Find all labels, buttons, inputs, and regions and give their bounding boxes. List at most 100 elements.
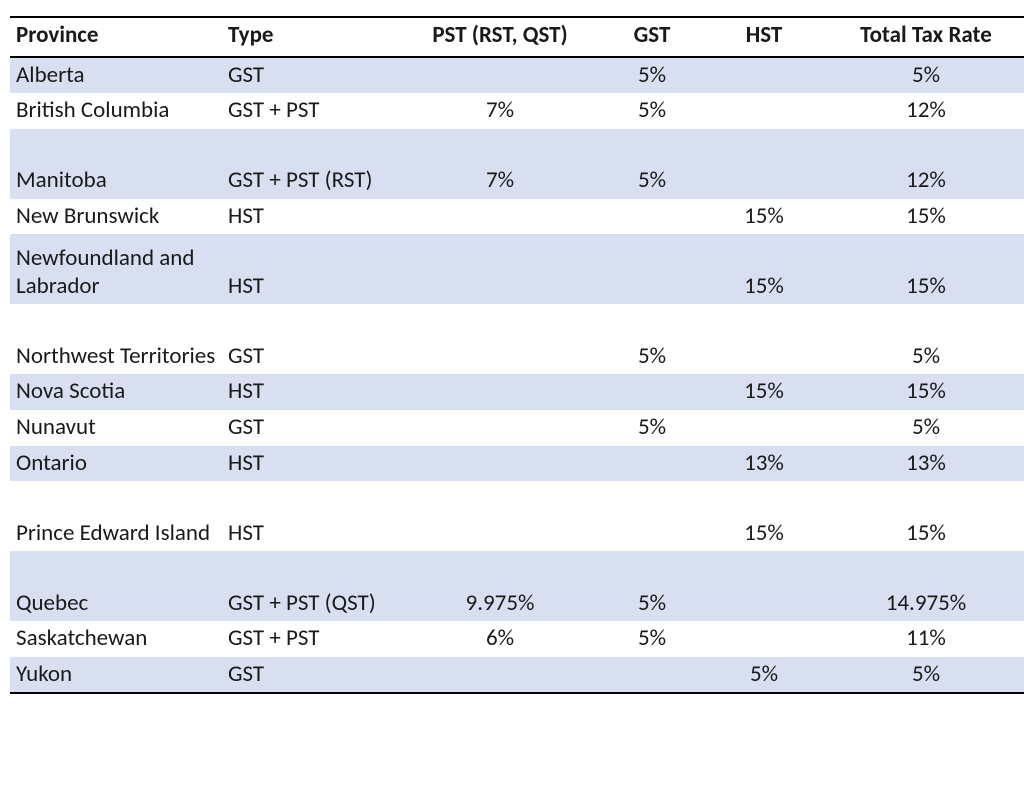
cell-pst: [404, 446, 596, 482]
cell-hst: 15%: [708, 481, 820, 551]
table-row: British ColumbiaGST + PST7%5% 12%: [10, 93, 1024, 129]
cell-total: 14.975%: [820, 551, 1024, 621]
cell-type: HST: [222, 199, 404, 235]
cell-province: Yukon: [10, 657, 222, 694]
col-header-gst: GST: [596, 17, 708, 57]
cell-gst: [596, 481, 708, 551]
table-row: QuebecGST + PST (QST)9.975%5% 14.975%: [10, 551, 1024, 621]
cell-province: Saskatchewan: [10, 621, 222, 657]
cell-pst: [404, 410, 596, 446]
table-row: SaskatchewanGST + PST6%5% 11%: [10, 621, 1024, 657]
table-row: New BrunswickHST 15%15%: [10, 199, 1024, 235]
cell-gst: 5%: [596, 57, 708, 94]
cell-type: GST: [222, 410, 404, 446]
cell-province: New Brunswick: [10, 199, 222, 235]
cell-type: HST: [222, 374, 404, 410]
cell-gst: [596, 446, 708, 482]
cell-total: 5%: [820, 410, 1024, 446]
cell-total: 5%: [820, 304, 1024, 374]
table-header-row: Province Type PST (RST, QST) GST HST Tot…: [10, 17, 1024, 57]
col-header-type: Type: [222, 17, 404, 57]
table-row: Northwest TerritoriesGST 5% 5%: [10, 304, 1024, 374]
table-row: Prince Edward IslandHST 15%15%: [10, 481, 1024, 551]
col-header-pst: PST (RST, QST): [404, 17, 596, 57]
cell-gst: 5%: [596, 93, 708, 129]
table-row: YukonGST 5%5%: [10, 657, 1024, 694]
cell-pst: 7%: [404, 129, 596, 199]
cell-hst: [708, 621, 820, 657]
cell-province: Ontario: [10, 446, 222, 482]
cell-hst: [708, 93, 820, 129]
cell-pst: [404, 57, 596, 94]
cell-pst: 6%: [404, 621, 596, 657]
cell-province: Prince Edward Island: [10, 481, 222, 551]
cell-total: 5%: [820, 657, 1024, 694]
cell-hst: 15%: [708, 199, 820, 235]
cell-type: HST: [222, 446, 404, 482]
cell-type: HST: [222, 481, 404, 551]
cell-gst: [596, 374, 708, 410]
cell-province: Newfoundland and Labrador: [10, 234, 222, 304]
cell-pst: [404, 304, 596, 374]
cell-hst: 5%: [708, 657, 820, 694]
col-header-total: Total Tax Rate: [820, 17, 1024, 57]
cell-total: 11%: [820, 621, 1024, 657]
cell-total: 15%: [820, 234, 1024, 304]
cell-hst: [708, 551, 820, 621]
cell-hst: 13%: [708, 446, 820, 482]
cell-total: 12%: [820, 129, 1024, 199]
cell-type: HST: [222, 234, 404, 304]
cell-gst: 5%: [596, 551, 708, 621]
cell-total: 15%: [820, 481, 1024, 551]
cell-pst: [404, 234, 596, 304]
cell-gst: [596, 234, 708, 304]
cell-pst: [404, 374, 596, 410]
cell-total: 15%: [820, 199, 1024, 235]
cell-province: Manitoba: [10, 129, 222, 199]
cell-gst: [596, 199, 708, 235]
cell-province: British Columbia: [10, 93, 222, 129]
cell-total: 5%: [820, 57, 1024, 94]
table-row: Nova ScotiaHST 15%15%: [10, 374, 1024, 410]
table-row: ManitobaGST + PST (RST)7%5% 12%: [10, 129, 1024, 199]
cell-gst: 5%: [596, 621, 708, 657]
cell-type: GST + PST: [222, 621, 404, 657]
cell-pst: [404, 657, 596, 694]
table-row: AlbertaGST 5% 5%: [10, 57, 1024, 94]
cell-hst: 15%: [708, 374, 820, 410]
cell-type: GST + PST (RST): [222, 129, 404, 199]
cell-hst: 15%: [708, 234, 820, 304]
cell-hst: [708, 304, 820, 374]
cell-pst: [404, 481, 596, 551]
col-header-province: Province: [10, 17, 222, 57]
table-row: OntarioHST 13%13%: [10, 446, 1024, 482]
col-header-hst: HST: [708, 17, 820, 57]
tax-rate-table: Province Type PST (RST, QST) GST HST Tot…: [10, 16, 1024, 694]
cell-type: GST + PST: [222, 93, 404, 129]
table-row: NunavutGST 5% 5%: [10, 410, 1024, 446]
cell-gst: 5%: [596, 410, 708, 446]
cell-province: Nunavut: [10, 410, 222, 446]
cell-gst: [596, 657, 708, 694]
cell-province: Northwest Territories: [10, 304, 222, 374]
cell-type: GST: [222, 657, 404, 694]
cell-pst: 9.975%: [404, 551, 596, 621]
cell-total: 15%: [820, 374, 1024, 410]
cell-province: Quebec: [10, 551, 222, 621]
cell-total: 13%: [820, 446, 1024, 482]
cell-hst: [708, 57, 820, 94]
cell-type: GST: [222, 304, 404, 374]
cell-hst: [708, 410, 820, 446]
cell-gst: 5%: [596, 304, 708, 374]
cell-pst: [404, 199, 596, 235]
cell-province: Alberta: [10, 57, 222, 94]
table-body: AlbertaGST5%5%British ColumbiaGST + PST7…: [10, 57, 1024, 694]
cell-hst: [708, 129, 820, 199]
cell-province: Nova Scotia: [10, 374, 222, 410]
cell-pst: 7%: [404, 93, 596, 129]
cell-type: GST: [222, 57, 404, 94]
cell-total: 12%: [820, 93, 1024, 129]
cell-gst: 5%: [596, 129, 708, 199]
table-row: Newfoundland and LabradorHST 15%15%: [10, 234, 1024, 304]
cell-type: GST + PST (QST): [222, 551, 404, 621]
